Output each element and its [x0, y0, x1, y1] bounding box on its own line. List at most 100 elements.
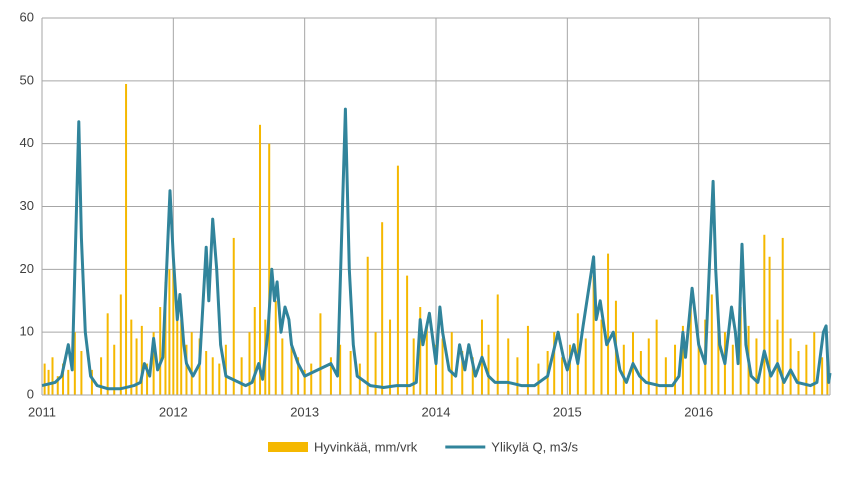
bar: [290, 344, 293, 395]
bar: [717, 313, 720, 395]
bar: [106, 313, 109, 395]
bar: [374, 332, 377, 395]
bar: [259, 124, 262, 396]
bar: [697, 338, 700, 395]
bar: [176, 300, 179, 395]
bar: [381, 222, 384, 395]
bar: [553, 332, 556, 395]
bar: [710, 294, 713, 395]
x-tick-label: 2014: [422, 404, 451, 419]
legend-label: Ylikylä Q, m3/s: [491, 439, 578, 454]
bar: [80, 351, 83, 395]
bar: [821, 357, 824, 395]
x-tick-label: 2015: [553, 404, 582, 419]
bar: [168, 269, 171, 395]
bar: [487, 344, 490, 395]
bar: [813, 332, 816, 395]
bar: [664, 357, 667, 395]
bar: [789, 338, 792, 395]
bar: [47, 369, 50, 395]
bar: [768, 256, 771, 395]
bar: [781, 237, 784, 395]
bar: [125, 83, 128, 395]
bar: [90, 369, 93, 395]
bar: [248, 332, 251, 395]
bar: [584, 338, 587, 395]
bar: [739, 307, 742, 395]
bar: [622, 344, 625, 395]
bar: [776, 319, 779, 395]
bar: [119, 294, 122, 395]
bar: [130, 319, 133, 395]
bar: [516, 357, 519, 395]
bar: [164, 281, 167, 395]
bar: [471, 357, 474, 395]
bar: [396, 165, 399, 395]
bar: [731, 344, 734, 395]
bar: [274, 300, 277, 395]
bar: [537, 363, 540, 395]
bar: [419, 307, 422, 395]
y-tick-label: 40: [20, 135, 34, 150]
bar: [185, 344, 188, 395]
bar: [763, 234, 766, 395]
bar: [435, 344, 437, 395]
bar: [526, 325, 529, 395]
bar: [607, 253, 610, 395]
bar: [232, 237, 235, 395]
bar: [655, 319, 658, 395]
y-tick-label: 10: [20, 324, 34, 339]
bar: [211, 357, 214, 395]
y-tick-label: 60: [20, 9, 34, 24]
legend-label: Hyvinkää, mm/vrk: [314, 439, 418, 454]
bar: [681, 325, 684, 395]
bar: [755, 338, 758, 395]
x-tick-label: 2012: [159, 404, 188, 419]
bar: [639, 351, 642, 395]
bar: [592, 275, 595, 395]
bar: [406, 275, 409, 395]
x-tick-label: 2013: [290, 404, 319, 419]
bar: [205, 351, 208, 395]
bar: [62, 363, 65, 395]
bar: [297, 357, 300, 395]
bar: [180, 319, 183, 395]
bar: [389, 319, 392, 395]
bar: [366, 256, 369, 395]
bar: [67, 369, 70, 395]
bar: [319, 313, 322, 395]
line: [41, 107, 832, 391]
bar: [51, 357, 54, 395]
bar: [561, 357, 564, 395]
bar: [152, 332, 155, 395]
bar: [73, 332, 76, 395]
bar: [43, 363, 46, 395]
bar: [568, 344, 571, 395]
bar: [56, 376, 59, 395]
bar: [797, 351, 800, 395]
bar: [441, 338, 444, 395]
bar: [218, 363, 221, 395]
bar: [674, 344, 677, 395]
bar: [647, 338, 650, 395]
bar: [146, 363, 149, 395]
bar: [281, 338, 284, 395]
y-tick-label: 30: [20, 198, 34, 213]
bar: [135, 338, 138, 395]
y-tick-label: 0: [27, 386, 34, 401]
bar: [310, 363, 313, 395]
bar: [507, 338, 510, 395]
bar: [689, 307, 692, 395]
bar: [805, 344, 808, 395]
bar: [172, 250, 175, 395]
legend-swatch: [268, 442, 308, 452]
bar: [253, 307, 256, 395]
bar: [450, 332, 453, 395]
x-tick-label: 2016: [684, 404, 713, 419]
bar: [339, 344, 342, 395]
bar: [240, 357, 243, 395]
y-tick-label: 20: [20, 261, 34, 276]
bar: [140, 325, 143, 395]
bar: [425, 325, 428, 395]
